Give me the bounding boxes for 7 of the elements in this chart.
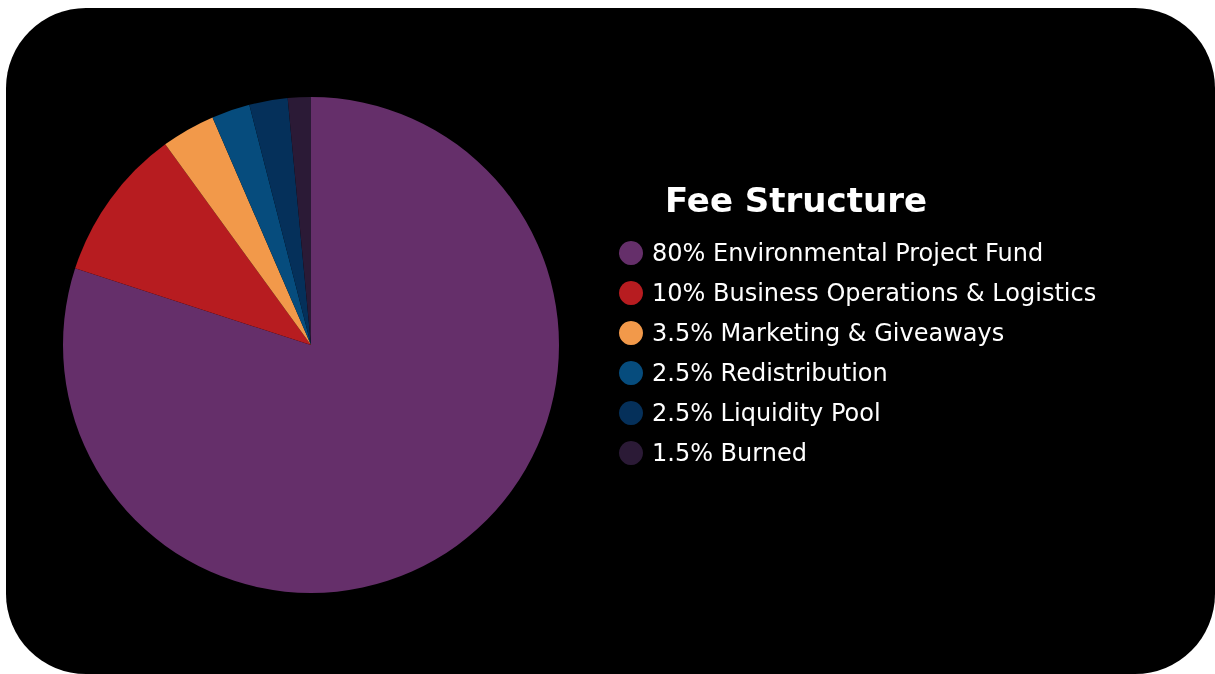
legend-label: 1.5% Burned <box>652 439 807 467</box>
legend-label: 80% Environmental Project Fund <box>652 239 1044 267</box>
legend-label: 2.5% Redistribution <box>652 359 888 387</box>
legend-label: 10% Business Operations & Logistics <box>652 279 1097 307</box>
text: Fee Structure <box>665 180 927 220</box>
legend-label: 3.5% Marketing & Giveaways <box>652 319 1005 347</box>
legend-label: 2.5% Liquidity Pool <box>652 399 881 427</box>
